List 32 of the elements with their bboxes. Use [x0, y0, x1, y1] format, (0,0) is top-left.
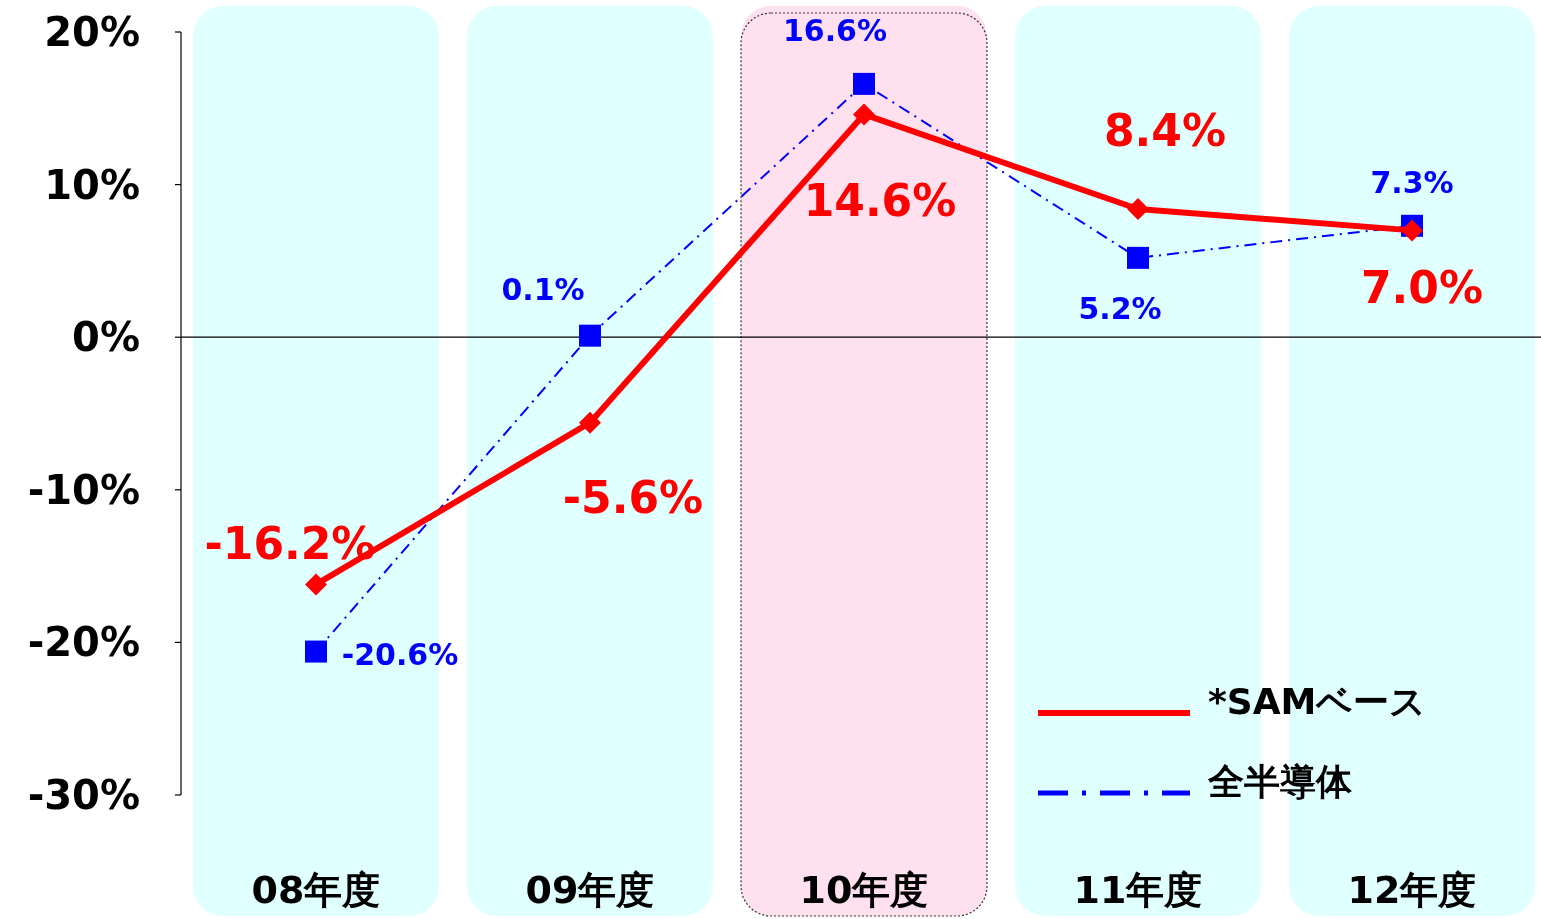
y-tick-label: 10%: [44, 161, 140, 208]
legend-label: 全半導体: [1207, 760, 1353, 802]
point: [579, 324, 601, 347]
point: [1127, 198, 1149, 221]
point: [853, 103, 875, 126]
data-label: 7.0%: [1360, 261, 1484, 313]
point: [579, 411, 601, 434]
y-tick-label: 20%: [44, 9, 140, 55]
data-label: 14.6%: [803, 174, 957, 226]
point: [1401, 219, 1423, 242]
y-tick-label: -30%: [27, 772, 140, 818]
data-label: 0.1%: [501, 272, 585, 308]
data-label: -5.6%: [562, 472, 704, 524]
y-tick-label: -20%: [27, 619, 140, 666]
x-tick-label: 09年度: [525, 868, 655, 912]
data-label: -20.6%: [341, 637, 459, 673]
point: [853, 72, 875, 95]
legend-label: *SAMベース: [1208, 680, 1427, 722]
data-label: 8.4%: [1103, 104, 1227, 156]
data-label: 5.2%: [1078, 291, 1162, 327]
point: [1127, 246, 1149, 269]
point: [305, 573, 327, 596]
x-tick-label: 11年度: [1073, 868, 1203, 912]
x-tick-label: 12年度: [1347, 868, 1477, 912]
x-tick-label: 10年度: [799, 868, 929, 912]
data-label: 16.6%: [782, 13, 888, 49]
y-tick-label: 0%: [72, 314, 140, 361]
data-label: 7.3%: [1370, 165, 1454, 201]
y-tick-label: -10%: [27, 466, 140, 513]
data-label: -16.2%: [204, 517, 376, 569]
point: [305, 640, 327, 663]
x-tick-label: 08年度: [251, 868, 381, 912]
